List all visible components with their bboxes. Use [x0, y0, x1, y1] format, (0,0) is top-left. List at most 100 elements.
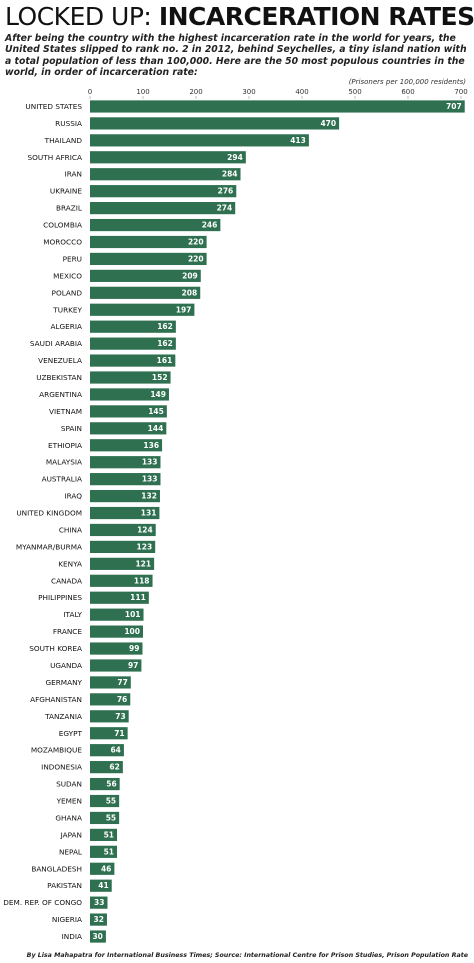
y-tick-label: RUSSIA	[55, 119, 82, 128]
bar	[90, 269, 201, 282]
bar	[90, 151, 246, 164]
bar	[90, 608, 144, 621]
y-tick-label: BANGLADESH	[31, 864, 82, 873]
bar	[90, 489, 160, 503]
value-label: 144	[148, 424, 164, 433]
value-label: 51	[104, 847, 114, 856]
y-tick-label: PHILIPPINES	[38, 593, 82, 602]
y-tick-label: MOZAMBIQUE	[31, 746, 83, 755]
bar	[90, 676, 131, 689]
bar	[90, 523, 156, 537]
x-tick-label: 600	[401, 88, 414, 96]
value-label: 121	[135, 559, 151, 568]
y-tick-label: IRAN	[65, 170, 82, 179]
y-tick-label: THAILAND	[44, 136, 83, 145]
y-tick-label: CHINA	[59, 525, 82, 534]
value-label: 51	[104, 830, 114, 839]
bar	[90, 286, 201, 299]
value-label: 132	[141, 492, 157, 501]
value-label: 46	[101, 864, 111, 873]
bar	[90, 252, 207, 266]
bar	[90, 405, 167, 418]
value-label: 145	[148, 407, 164, 416]
bar	[90, 693, 131, 706]
y-tick-label: FRANCE	[53, 627, 83, 636]
bar	[90, 117, 340, 130]
bar	[90, 320, 176, 333]
value-label: 149	[150, 390, 166, 399]
value-label: 124	[137, 525, 153, 534]
value-label: 274	[217, 204, 233, 213]
value-label: 55	[106, 813, 116, 822]
x-tick-label: 200	[189, 88, 202, 96]
value-label: 30	[92, 932, 102, 941]
bar	[90, 862, 115, 875]
y-tick-label: UZBEKISTAN	[36, 373, 82, 382]
y-tick-label: YEMEN	[56, 797, 82, 806]
value-label: 32	[94, 915, 104, 924]
y-tick-label: DEM. REP. OF CONGO	[3, 898, 82, 907]
value-label: 276	[218, 187, 234, 196]
y-tick-label: SAUDI ARABIA	[30, 339, 82, 348]
bar	[90, 100, 465, 113]
bar	[90, 794, 120, 808]
y-tick-label: TANZANIA	[44, 712, 82, 721]
bar	[90, 625, 143, 638]
value-label: 55	[106, 797, 116, 806]
bar	[90, 456, 161, 469]
y-tick-label: GHANA	[55, 813, 82, 822]
value-label: 64	[110, 746, 120, 755]
y-tick-label: NIGERIA	[52, 915, 82, 924]
bar	[90, 473, 161, 486]
y-tick-label: AFGHANISTAN	[30, 695, 82, 704]
value-label: 33	[94, 898, 104, 907]
y-tick-label: GERMANY	[45, 678, 82, 687]
y-tick-label: PERU	[63, 254, 82, 263]
bar	[90, 879, 112, 892]
value-label: 284	[222, 170, 238, 179]
y-tick-label: VENEZUELA	[38, 356, 82, 365]
y-tick-label: KENYA	[58, 559, 82, 568]
bar	[90, 134, 309, 147]
value-label: 133	[142, 475, 158, 484]
bar	[90, 659, 142, 672]
bar	[90, 218, 221, 232]
value-label: 97	[128, 661, 138, 670]
bar	[90, 930, 106, 943]
bar	[90, 828, 118, 841]
title: LOCKED UP:	[5, 2, 152, 31]
bar	[90, 540, 156, 554]
bar	[90, 439, 163, 452]
y-tick-label: MALAYSIA	[46, 458, 82, 467]
bar	[90, 845, 118, 858]
x-tick-label: 700	[454, 88, 467, 96]
value-label: 220	[188, 237, 204, 246]
value-label: 707	[446, 102, 462, 111]
bar	[90, 354, 176, 367]
y-tick-label: UKRAINE	[50, 187, 83, 196]
y-tick-label: UNITED STATES	[25, 102, 82, 111]
value-label: 161	[157, 356, 173, 365]
value-label: 162	[157, 322, 173, 331]
source: By Lisa Mahapatra for International Busi…	[27, 951, 469, 959]
value-label: 470	[320, 119, 336, 128]
value-label: 100	[124, 627, 140, 636]
value-label: 294	[227, 153, 243, 162]
value-label: 131	[141, 509, 157, 518]
y-tick-label: SOUTH KOREA	[29, 644, 82, 653]
y-tick-label: MEXICO	[53, 271, 82, 280]
value-label: 136	[143, 441, 159, 450]
value-label: 162	[157, 339, 173, 348]
bar	[90, 303, 195, 316]
y-tick-label: SPAIN	[61, 424, 82, 433]
bar	[90, 506, 160, 520]
bar	[90, 811, 120, 825]
value-label: 152	[152, 373, 168, 382]
value-label: 208	[182, 288, 198, 297]
y-tick-label: SOUTH AFRICA	[28, 153, 82, 162]
value-label: 246	[202, 221, 218, 230]
y-tick-label: SUDAN	[56, 780, 82, 789]
bar	[90, 642, 143, 655]
bar	[90, 168, 241, 181]
